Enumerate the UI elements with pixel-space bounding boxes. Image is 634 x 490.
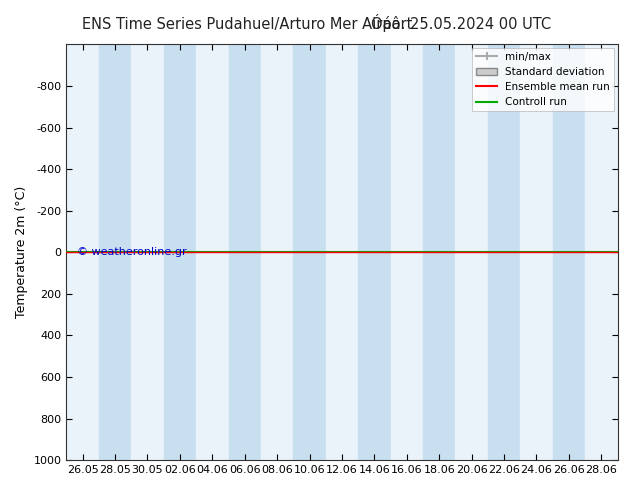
Bar [326,45,358,460]
Text: ENS Time Series Pudahuel/Arturo Mer Airport: ENS Time Series Pudahuel/Arturo Mer Airp… [82,17,413,32]
Text: © weatheronline.gr: © weatheronline.gr [77,247,187,257]
Bar [391,45,423,460]
Bar [455,45,488,460]
Bar [67,45,99,460]
Bar [521,45,553,460]
Bar [423,45,455,460]
Bar [228,45,261,460]
Bar [261,45,294,460]
Bar [164,45,196,460]
Text: Óáâ. 25.05.2024 00 UTC: Óáâ. 25.05.2024 00 UTC [372,17,552,32]
Legend: min/max, Standard deviation, Ensemble mean run, Controll run: min/max, Standard deviation, Ensemble me… [472,48,614,112]
Bar [585,45,618,460]
Bar [99,45,131,460]
Bar [358,45,391,460]
Bar [196,45,228,460]
Bar [488,45,521,460]
Bar [553,45,585,460]
Y-axis label: Temperature 2m (°C): Temperature 2m (°C) [15,186,28,318]
Bar [131,45,164,460]
Bar [294,45,326,460]
